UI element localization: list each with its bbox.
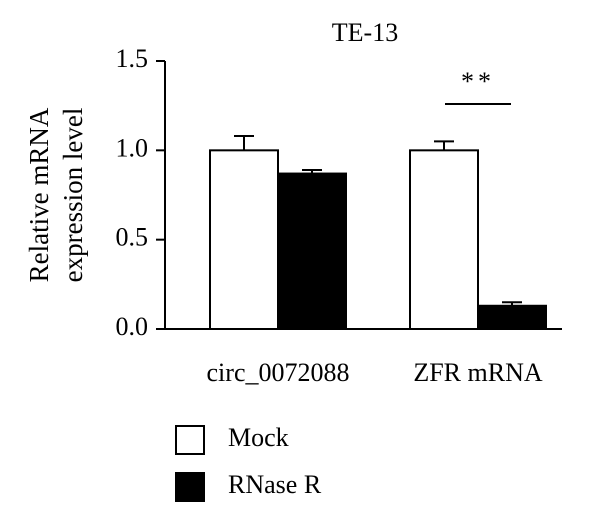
bar xyxy=(277,172,347,330)
y-axis-label: Relative mRNA expression level xyxy=(24,107,88,282)
y-tick-label: 1.0 xyxy=(116,133,149,162)
bar xyxy=(209,149,279,330)
error-bar xyxy=(302,168,322,174)
y-axis-label-line: expression level xyxy=(58,108,88,283)
x-tick-label: ZFR mRNA xyxy=(413,358,543,387)
error-bar xyxy=(434,140,454,151)
y-tick-label: 0.0 xyxy=(116,312,149,341)
chart-title: TE-13 xyxy=(332,18,398,47)
legend-swatch xyxy=(175,472,205,502)
y-tick-label: 0.5 xyxy=(116,223,149,252)
bar xyxy=(409,149,479,330)
legend-swatch xyxy=(175,425,205,455)
y-axis-label-line: Relative mRNA xyxy=(24,107,54,282)
significance-label: ** xyxy=(461,67,495,96)
y-tick-label: 1.5 xyxy=(116,44,149,73)
error-bar xyxy=(502,301,522,306)
error-bar xyxy=(234,135,254,151)
legend-label: RNase R xyxy=(228,470,322,499)
x-tick-label: circ_0072088 xyxy=(207,358,350,387)
bar xyxy=(477,304,547,331)
legend-label: Mock xyxy=(228,423,289,452)
